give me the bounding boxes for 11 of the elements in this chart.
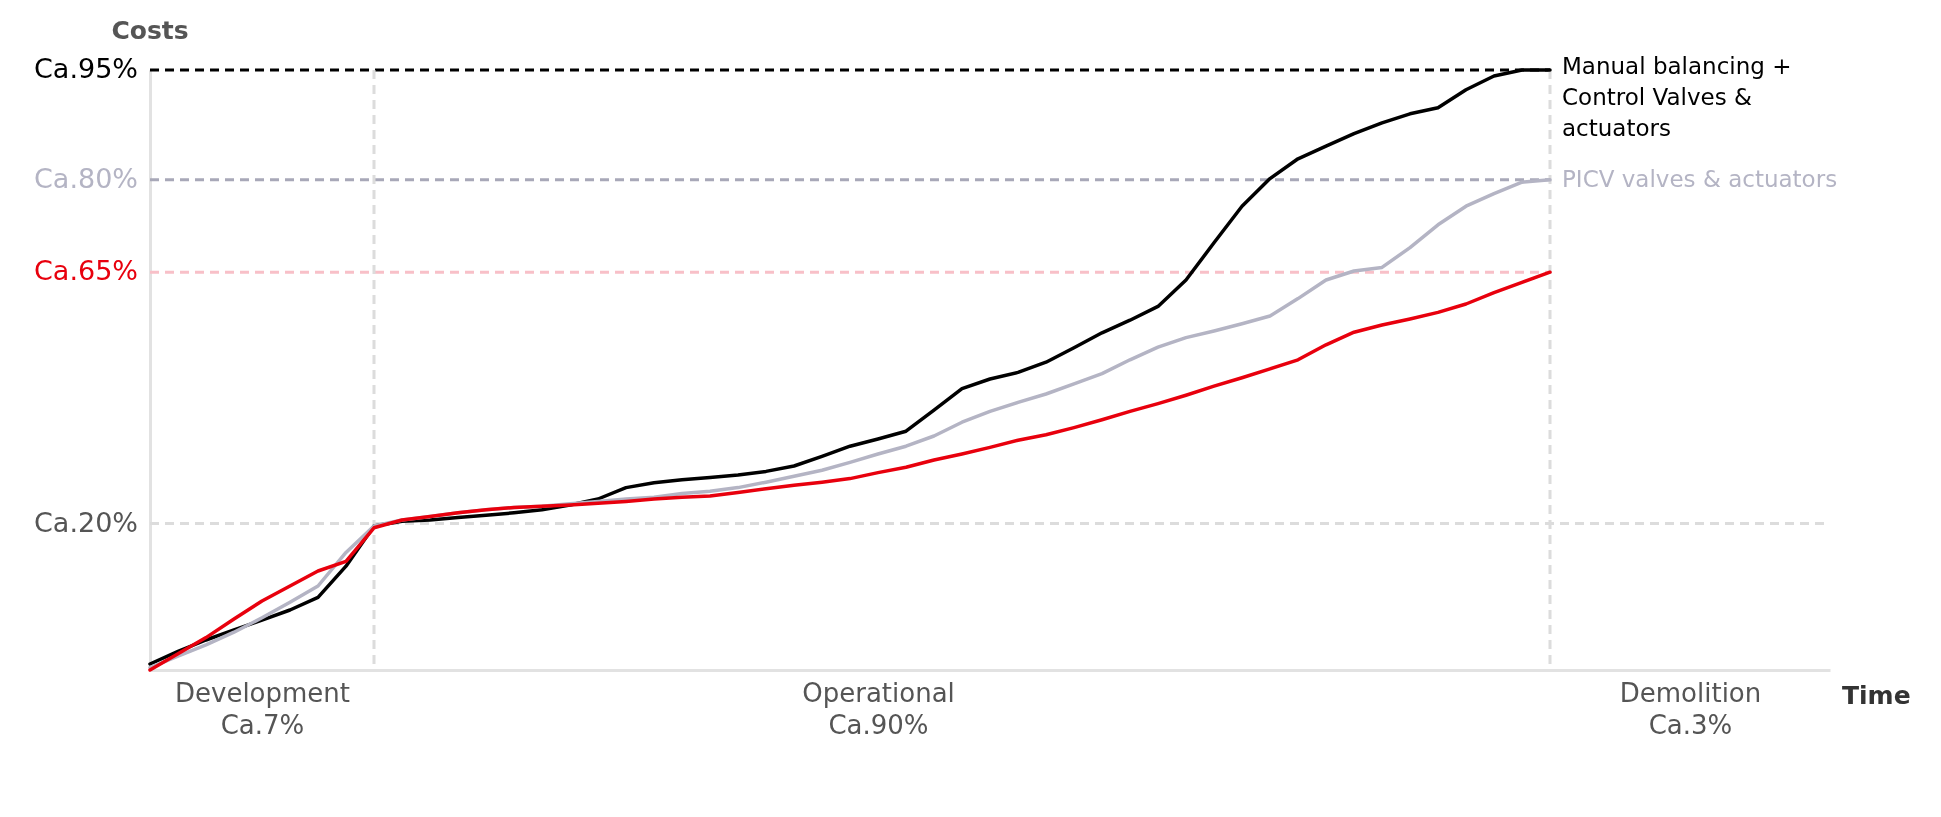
x-tick-label: Development Ca.7% bbox=[174, 677, 351, 740]
series-label: Manual balancing + Control Valves & actuators bbox=[1562, 53, 1792, 141]
ref-line-label: Ca.65% bbox=[34, 255, 138, 287]
ref-line-label: Ca.80% bbox=[34, 162, 138, 194]
ref-line-label: Ca.95% bbox=[34, 53, 138, 84]
y-axis-title: Costs bbox=[111, 16, 189, 45]
x-tick-label: Operational Ca.90% bbox=[802, 677, 955, 740]
series-label: PICV valves & actuators bbox=[1562, 165, 1838, 192]
ref-line-label: Ca.20% bbox=[34, 506, 138, 538]
x-axis-title: Time bbox=[1842, 681, 1911, 710]
x-tick-label: Demolition Ca.3% bbox=[1619, 677, 1762, 740]
